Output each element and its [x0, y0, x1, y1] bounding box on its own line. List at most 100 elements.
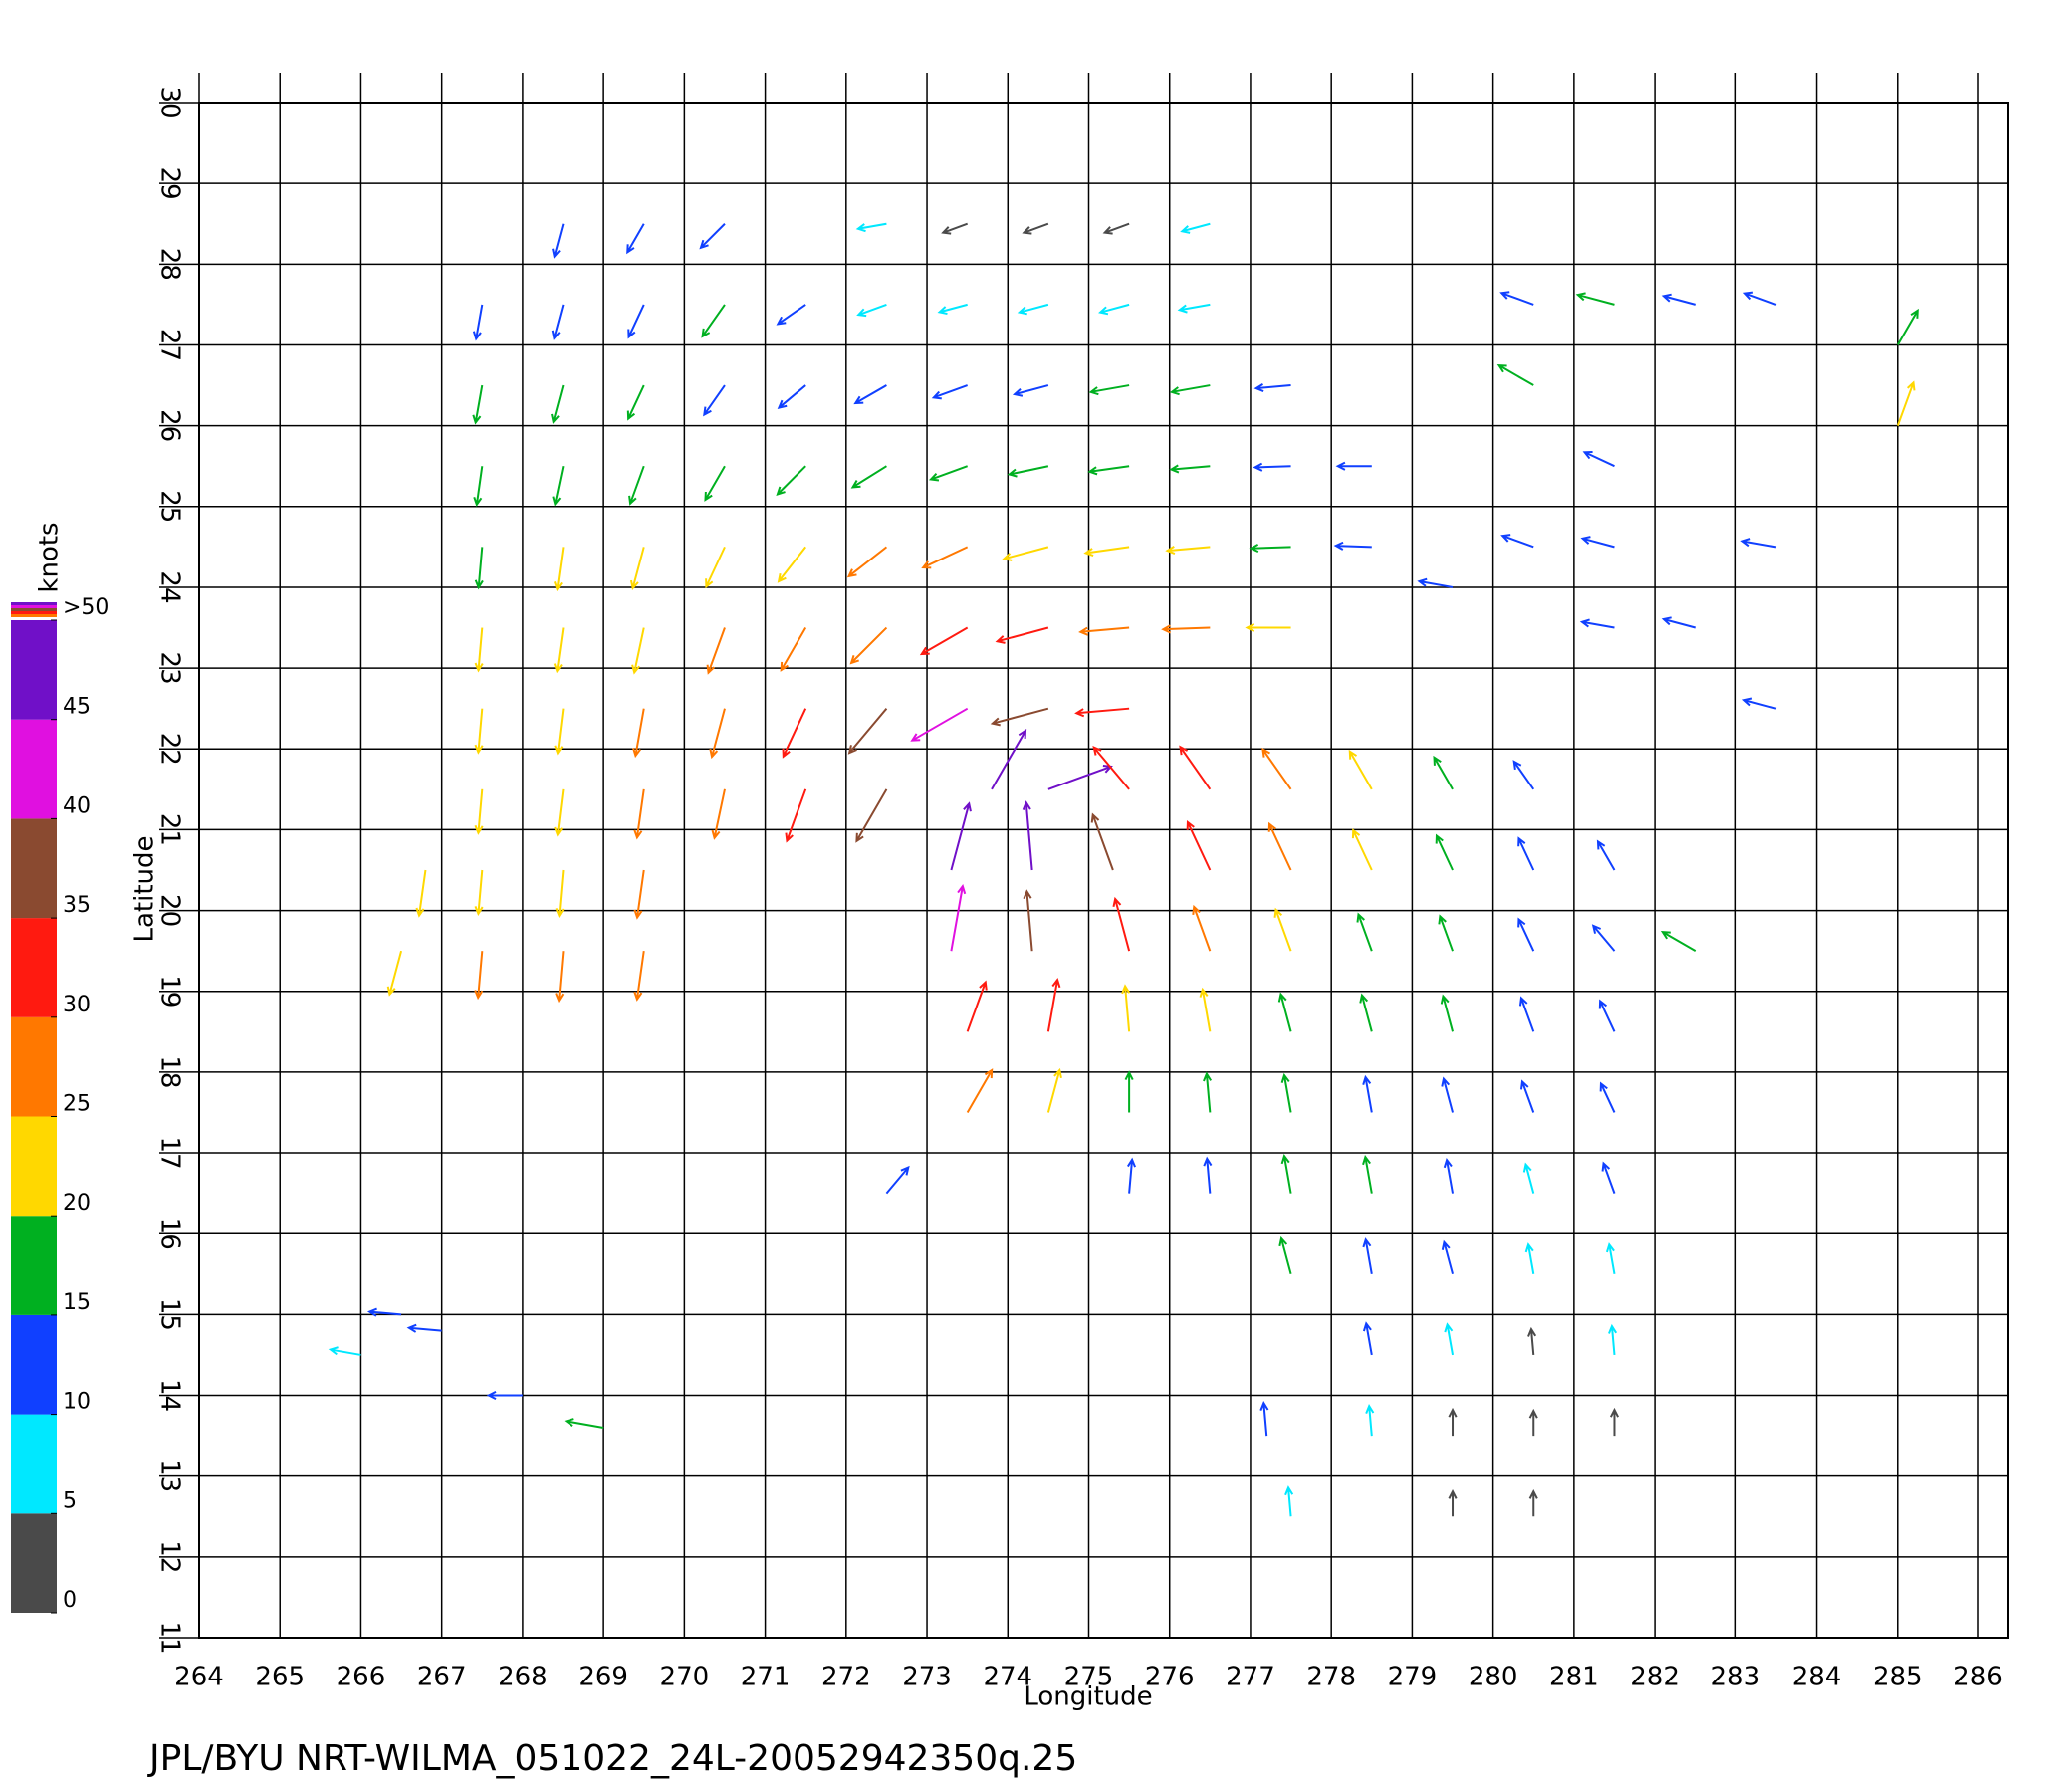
wind-vector [554, 788, 565, 837]
wind-vector [785, 788, 807, 843]
wind-vector [474, 547, 484, 590]
wind-vector [1102, 222, 1130, 235]
wind-vector [703, 384, 726, 417]
x-tick-label: 277 [1226, 1663, 1275, 1692]
wind-vector [1046, 977, 1061, 1032]
wind-vector [1022, 222, 1049, 235]
y-tick-label: 11 [155, 1621, 185, 1654]
wind-vector [1440, 994, 1454, 1032]
wind-vector [846, 546, 888, 578]
wind-vector [1090, 812, 1114, 871]
wind-vector [704, 465, 726, 502]
wind-vector [1179, 745, 1212, 790]
y-tick-label: 18 [155, 1055, 185, 1088]
wind-vector [1512, 760, 1535, 790]
wind-vector [328, 1346, 361, 1356]
wind-vector [910, 707, 969, 742]
colorbar-cap [11, 611, 57, 614]
wind-vector [631, 627, 645, 675]
x-tick-label: 276 [1145, 1663, 1195, 1692]
x-tick-label: 270 [660, 1663, 710, 1692]
x-tick-label: 281 [1549, 1663, 1599, 1692]
wind-vector [553, 627, 565, 674]
wind-vector [415, 869, 427, 918]
wind-vector [1362, 1074, 1373, 1113]
wind-vector [711, 788, 726, 840]
plot-frame [198, 102, 2009, 1639]
wind-vector [406, 1323, 442, 1333]
wind-vector [553, 547, 565, 592]
wind-vector [1169, 464, 1211, 474]
wind-vector [1579, 618, 1615, 629]
colorbar-tick-label: 40 [63, 793, 91, 818]
wind-vector [776, 465, 806, 497]
x-tick-label: 274 [983, 1663, 1032, 1692]
wind-vector [632, 708, 645, 759]
wind-vector [1284, 1485, 1294, 1517]
x-tick-label: 282 [1630, 1663, 1680, 1692]
wind-vector [1601, 1161, 1616, 1194]
wind-vector [855, 788, 888, 843]
wind-vector [1261, 747, 1292, 790]
wind-vector [1169, 384, 1211, 396]
x-tick-label: 279 [1388, 1663, 1438, 1692]
wind-vector [1359, 993, 1373, 1032]
wind-vector [1896, 308, 1919, 345]
wind-vector [1335, 461, 1372, 471]
wind-vector [1047, 764, 1113, 790]
colorbar-segment [11, 1216, 57, 1315]
colorbar-segment [11, 1116, 57, 1217]
wind-vector [552, 223, 565, 259]
wind-vector [990, 707, 1049, 727]
x-tick-label: 285 [1873, 1663, 1923, 1692]
wind-vector [386, 950, 403, 997]
colorbar-tick-label: 45 [63, 695, 91, 720]
wind-vector [777, 546, 806, 583]
y-tick-label: 25 [155, 490, 185, 523]
wind-vector [474, 951, 484, 1001]
wind-vector [1608, 1323, 1618, 1356]
wind-vector [1517, 917, 1535, 952]
wind-vector [1074, 707, 1130, 718]
wind-vector [937, 303, 968, 316]
wind-vector [855, 222, 887, 233]
wind-vector [1259, 1401, 1269, 1437]
wind-vector [1017, 303, 1049, 316]
wind-vector [1441, 1076, 1454, 1113]
wind-vector [1277, 992, 1292, 1032]
wind-vector [1362, 1321, 1373, 1356]
x-tick-label: 266 [337, 1663, 386, 1692]
wind-vector [1580, 536, 1615, 549]
wind-vector [1351, 828, 1373, 871]
wind-vector [1365, 1404, 1375, 1437]
y-tick-label: 22 [155, 733, 185, 766]
colorbar-segment [11, 620, 57, 720]
wind-vector [1524, 1242, 1535, 1274]
wind-vector [486, 1390, 523, 1401]
wind-vector [1278, 1235, 1292, 1275]
wind-vector [1280, 1154, 1292, 1194]
x-tick-label: 269 [578, 1663, 628, 1692]
chart-title: JPL/BYU NRT-WILMA_051022_24L-20052942350… [147, 1738, 1077, 1779]
colorbar-tick-label: 20 [63, 1191, 91, 1216]
wind-vector [1742, 291, 1777, 306]
wind-vector [1444, 1322, 1455, 1356]
colorbar-cap [11, 608, 57, 611]
wind-vector [1245, 623, 1291, 633]
wind-vector [1443, 1157, 1455, 1194]
wind-vector [699, 223, 726, 250]
y-axis-label: Latitude [130, 835, 160, 942]
wind-vector [1088, 384, 1130, 396]
y-tick-label: 26 [155, 409, 185, 442]
wind-vector [1253, 462, 1291, 472]
x-tick-label: 284 [1792, 1663, 1842, 1692]
wind-vector [1126, 1157, 1136, 1194]
wind-vector [1661, 616, 1696, 629]
x-tick-label: 271 [741, 1663, 791, 1692]
colorbar-segment [11, 918, 57, 1017]
colorbar-tick-label: 5 [63, 1488, 77, 1513]
wind-vector [1528, 1408, 1538, 1437]
wind-vector [941, 222, 969, 235]
wind-vector [1022, 800, 1033, 871]
